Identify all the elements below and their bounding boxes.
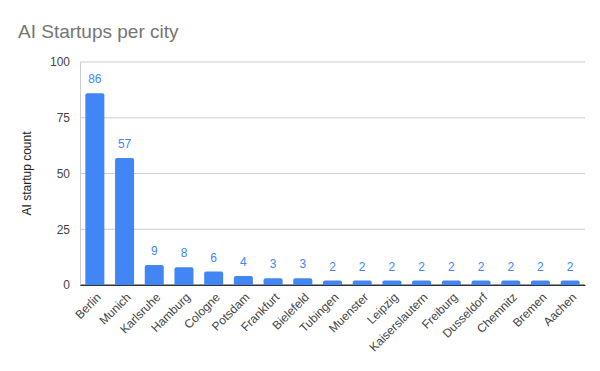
y-tick: 75 — [57, 111, 80, 125]
data-label: 8 — [181, 246, 188, 260]
data-label: 4 — [240, 255, 247, 269]
grid-line — [80, 229, 585, 230]
y-tick: 100 — [50, 55, 80, 69]
data-label: 9 — [151, 244, 158, 258]
data-label: 57 — [118, 137, 132, 151]
y-tick-label: 50 — [57, 167, 71, 181]
bar — [204, 272, 223, 285]
data-label: 2 — [478, 260, 485, 274]
bar — [472, 281, 491, 285]
bar — [382, 281, 401, 285]
x-tick: Aachen — [541, 285, 580, 329]
data-label: 2 — [329, 260, 336, 274]
bar — [264, 278, 283, 285]
data-label: 2 — [448, 260, 455, 274]
bar — [174, 267, 193, 285]
x-tick: Chemnitz — [474, 285, 520, 336]
y-tick-label: 0 — [63, 278, 70, 292]
bar — [115, 158, 134, 285]
y-tick: 50 — [57, 167, 80, 181]
y-tick-label: 75 — [57, 111, 71, 125]
bar — [353, 281, 372, 285]
x-axis: BerlinMunichKarlsruheHamburgColognePotsd… — [72, 285, 585, 354]
y-axis-line — [80, 63, 81, 286]
y-tick: 25 — [57, 223, 80, 237]
x-tick: Muenster — [326, 285, 371, 335]
x-tick-label: Aachen — [541, 290, 580, 329]
data-label: 2 — [567, 260, 574, 274]
y-tick: 0 — [63, 278, 80, 292]
bar — [531, 281, 550, 285]
bar — [234, 276, 253, 285]
grid — [80, 62, 585, 285]
bar — [442, 281, 461, 285]
grid-line — [80, 173, 585, 174]
bar — [293, 278, 312, 285]
data-label: 2 — [359, 260, 366, 274]
bar — [145, 265, 164, 285]
data-label: 86 — [88, 72, 102, 86]
x-tick-label: Muenster — [326, 290, 371, 335]
data-label: 2 — [389, 260, 396, 274]
data-labels: 8657986433222222222 — [88, 72, 574, 273]
x-axis-line — [81, 285, 586, 286]
bar — [561, 281, 580, 285]
grid-line — [80, 62, 585, 63]
y-tick-label: 25 — [57, 223, 71, 237]
x-tick-label: Bremen — [510, 290, 550, 330]
data-label: 2 — [418, 260, 425, 274]
x-tick-label: Chemnitz — [474, 290, 520, 336]
y-tick-label: 100 — [50, 55, 70, 69]
grid-line — [80, 117, 585, 118]
data-label: 2 — [537, 260, 544, 274]
data-label: 3 — [299, 257, 306, 271]
bar — [501, 281, 520, 285]
bar — [412, 281, 431, 285]
bar — [323, 281, 342, 285]
data-label: 2 — [507, 260, 514, 274]
chart: AI Startups per city AI startup count 0 25 5… — [0, 0, 600, 371]
bar — [85, 93, 104, 285]
y-axis-title: AI startup count — [20, 131, 34, 216]
plot: 0 25 50 75 100 BerlinMunichKarlsruheHamburgCo… — [50, 55, 586, 354]
data-label: 3 — [270, 257, 277, 271]
title: AI Startups per city — [18, 21, 179, 42]
bars — [85, 93, 579, 285]
data-label: 6 — [210, 251, 217, 265]
y-axis: 0 25 50 75 100 — [50, 55, 81, 292]
